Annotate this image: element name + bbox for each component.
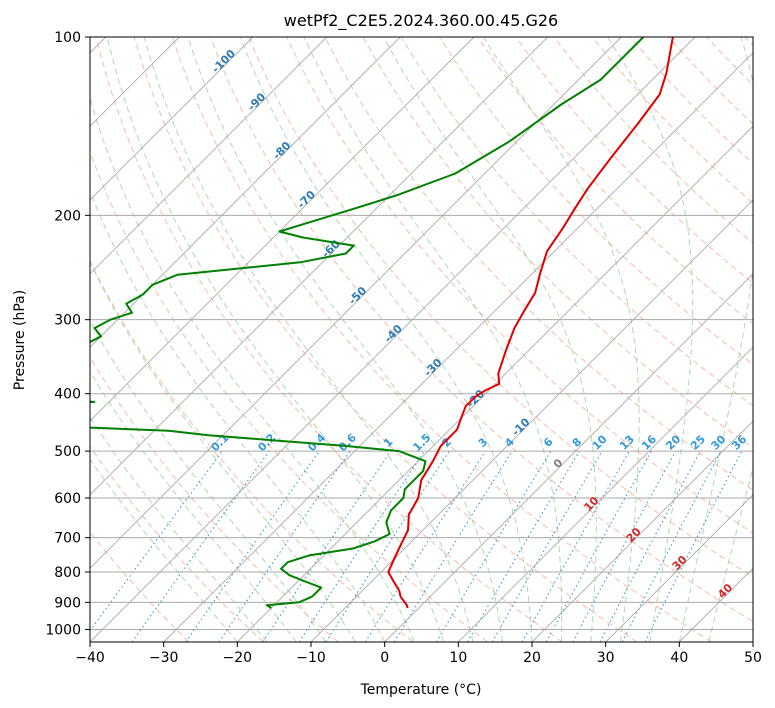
y-tick-label: 300: [54, 313, 81, 329]
mixing-ratio-line: [435, 450, 552, 642]
isotherm-line: [384, 273, 753, 642]
moist-adiabat-line: [383, 37, 597, 642]
dry-adiabat-line: [90, 259, 414, 642]
y-tick-label: 700: [54, 531, 81, 547]
y-tick-label: 900: [54, 595, 81, 611]
moist-adiabat-line: [607, 37, 694, 642]
plot-frame: [89, 36, 754, 643]
dry-adiabat-line: [324, 37, 753, 491]
moist-adiabat-line: [90, 189, 386, 642]
x-tick-label: 20: [523, 650, 541, 666]
isotherm-line: [605, 494, 753, 642]
isotherm-line: [236, 125, 753, 642]
mixing-ratio-line: [185, 450, 320, 642]
dry-adiabat-line: [95, 37, 563, 642]
isotherms: [90, 37, 753, 642]
isotherm-line: [531, 420, 753, 642]
moist-adiabat-line: [90, 416, 268, 642]
x-axis-label: Temperature (°C): [360, 682, 482, 698]
moist-adiabat-line: [106, 37, 445, 642]
isotherm-line: [90, 37, 254, 201]
isotherm-line: [90, 37, 328, 275]
x-tick-label: −10: [296, 650, 326, 666]
moist-adiabat-line: [482, 37, 640, 642]
moist-adiabats: [90, 37, 753, 642]
x-tick-label: 30: [597, 650, 615, 666]
x-tick-label: 10: [449, 650, 467, 666]
dry-adiabat-line: [90, 445, 264, 642]
mixing-ratio-line: [262, 450, 392, 642]
x-tick-label: −30: [149, 650, 179, 666]
isotherm-line: [90, 37, 622, 569]
y-tick-label: 100: [54, 30, 81, 46]
dry-adiabats: [90, 37, 753, 642]
moist-adiabat-line: [303, 37, 563, 642]
y-tick-label: 600: [54, 491, 81, 507]
x-tick-label: 0: [380, 650, 389, 666]
dry-adiabat-line: [515, 37, 753, 284]
dewpoint-profile: [90, 37, 645, 609]
moist-adiabat-line: [90, 260, 356, 642]
isotherm-line: [90, 37, 549, 496]
y-tick-label: 400: [54, 387, 81, 403]
isotherm-line: [90, 37, 475, 422]
x-tick-label: 50: [744, 650, 762, 666]
isotherm-line: [90, 37, 696, 642]
temperature-profile: [387, 37, 674, 609]
y-tick-label: 500: [54, 444, 81, 460]
profiles: [90, 37, 674, 609]
y-tick-label: 1000: [45, 622, 81, 638]
moist-adiabat-line: [90, 319, 327, 642]
y-tick-label: 800: [54, 565, 81, 581]
mixing-ratio-line: [298, 450, 425, 642]
isotherm-line: [310, 199, 753, 642]
dry-adiabat-line: [210, 37, 753, 623]
mixing-ratio-line: [218, 450, 351, 642]
y-axis-ticks: 100 200 300 400 500 600 700 800 900 1000: [45, 30, 90, 638]
isotherm-line: [90, 37, 401, 348]
moist-adiabat-line: [239, 37, 533, 642]
isobar-grid: [90, 37, 753, 630]
moist-adiabat-line: [90, 370, 297, 642]
moist-adiabat-line: [678, 37, 753, 642]
moist-adiabat-line: [143, 37, 474, 642]
chart-title: wetPf2_C2E5.2024.360.00.45.G26: [284, 11, 558, 31]
mixing-ratio-line: [572, 450, 677, 642]
isotherm-line: [163, 52, 753, 642]
x-tick-label: −20: [223, 650, 253, 666]
moist-adiabat-line: [90, 458, 238, 642]
dry-adiabat-line: [171, 37, 712, 642]
dry-adiabat-line: [286, 37, 753, 534]
y-tick-label: 200: [54, 208, 81, 224]
y-axis-label: Pressure (hPa): [12, 290, 28, 390]
x-axis-ticks: −40 −30 −20 −10 0 10 20 30 40 50: [75, 642, 762, 666]
mixing-ratio-line: [325, 450, 450, 642]
mixing-ratio-line: [467, 450, 580, 642]
dry-adiabat-line: [248, 37, 753, 578]
dry-adiabat-line: [133, 37, 638, 642]
x-tick-label: −40: [75, 650, 105, 666]
x-tick-label: 40: [670, 650, 688, 666]
mixing-ratio-line: [599, 450, 701, 642]
isotherm-line: [457, 346, 753, 642]
mixing-ratio-line: [364, 450, 486, 642]
moist-adiabat-line: [187, 37, 503, 642]
moist-adiabat-line: [708, 466, 753, 642]
